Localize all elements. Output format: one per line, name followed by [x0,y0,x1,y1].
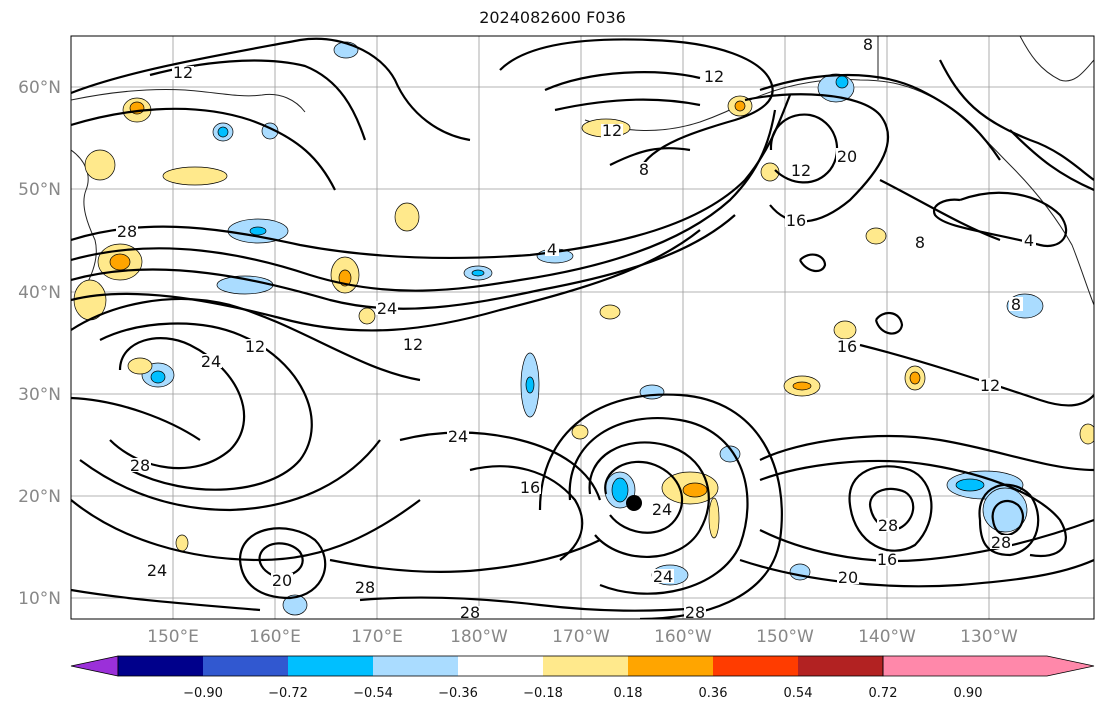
lon-label: 160°E [249,627,301,647]
graticule [71,36,1094,619]
colorbar-bin [543,656,628,676]
contour-label: 28 [685,603,705,622]
colorbar-bin [118,656,203,676]
contour-label: 12 [602,121,622,140]
colorbar-tick: −0.18 [523,686,563,701]
contour-label: 20 [837,147,857,166]
contour-label: 12 [791,161,811,180]
lat-label: 60°N [18,78,61,98]
map-frame [70,35,1095,620]
lon-label: 170°E [351,627,403,647]
lon-label: 140°W [858,627,916,647]
storm-center-marker [626,495,642,511]
contour-label: 12 [245,337,265,356]
colorbar-bin [458,656,543,676]
lat-label: 40°N [18,283,61,303]
contour-label: 12 [173,63,193,82]
colorbar-extend-high [882,655,1095,677]
colorbar-bin [288,656,373,676]
lat-label: 50°N [18,180,61,200]
lon-label: 150°W [756,627,814,647]
colorbar-bin [628,656,713,676]
colorbar-tick: 0.54 [784,686,813,701]
map-title: 2024082600 F036 [479,8,626,27]
lon-label: 180°W [450,627,508,647]
contour-label: 4 [547,240,557,259]
colorbar-tick: 0.18 [614,686,643,701]
contour-label: 12 [403,335,423,354]
lon-label: 160°W [654,627,712,647]
contour-label: 28 [460,603,480,622]
contour-label: 8 [1011,295,1021,314]
contour-label: 28 [130,456,150,475]
height-contours [71,37,1094,619]
colorbar-tick: 0.72 [869,686,898,701]
contour-label: 8 [863,35,873,54]
colorbar-tick: −0.36 [438,686,478,701]
contour-label: 12 [980,376,1000,395]
colorbar-tick: 0.90 [954,686,983,701]
contour-label: 16 [837,337,857,356]
lat-label: 30°N [18,385,61,405]
colorbar-tick: −0.72 [268,686,308,701]
colorbar-bin [373,656,458,676]
contour-label: 12 [704,67,724,86]
longitude-labels: 150°E 160°E 170°E 180°W 170°W 160°W 150°… [147,627,1018,647]
latitude-labels: 60°N 50°N 40°N 30°N 20°N 10°N [18,78,61,609]
shaded-field [73,41,1094,616]
contour-label: 24 [448,427,468,446]
contour-label: 24 [201,352,221,371]
colorbar-bin [713,656,798,676]
contour-label: 20 [272,571,292,590]
contour-label: 28 [117,222,137,241]
contour-label: 8 [639,160,649,179]
lon-label: 150°E [147,627,199,647]
lon-label: 130°W [960,627,1018,647]
contour-label: 8 [915,233,925,252]
colorbar-tick: −0.54 [353,686,393,701]
colorbar-tick: −0.90 [183,686,223,701]
contour-label: 28 [878,516,898,535]
contour-label: 16 [877,550,897,569]
contour-label: 20 [838,568,858,587]
contour-label: 28 [991,533,1011,552]
colorbar: −0.90 −0.72 −0.54 −0.36 −0.18 0.18 0.36 … [70,655,1095,701]
contour-label: 16 [520,478,540,497]
colorbar-bin [203,656,288,676]
lon-label: 170°W [552,627,610,647]
contour-labels: 12 12 12 8 8 20 12 16 8 4 28 4 24 12 12 … [116,35,1036,622]
contour-label: 24 [652,500,672,519]
colorbar-extend-low [70,655,119,677]
contour-label: 28 [355,578,375,597]
lat-label: 10°N [18,589,61,609]
contour-label: 24 [147,561,167,580]
contour-label: 24 [653,567,673,586]
contour-label: 4 [1024,231,1034,250]
contour-label: 16 [786,211,806,230]
colorbar-tick: 0.36 [699,686,728,701]
colorbar-bin [798,656,883,676]
contour-label: 24 [377,299,397,318]
lat-label: 20°N [18,487,61,507]
